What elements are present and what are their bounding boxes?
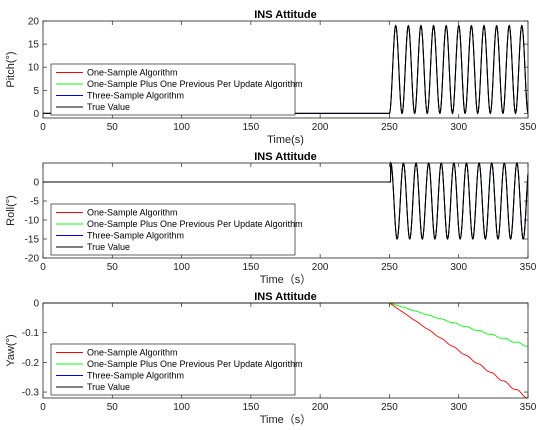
y-tick-label: 0 (33, 299, 39, 310)
y-tick-label: -0.2 (22, 358, 40, 369)
y-tick-label: -10 (25, 216, 40, 227)
legend-label: One-Sample Algorithm (87, 208, 178, 218)
legend-box (50, 63, 296, 116)
axes-box (42, 162, 529, 259)
x-tick-label: 0 (40, 402, 46, 413)
legend-label: One-Sample Plus One Previous Per Update … (87, 79, 303, 89)
legend-label: True Value (87, 242, 130, 252)
legend-label: One-Sample Plus One Previous Per Update … (87, 359, 303, 369)
y-tick-label: -15 (25, 235, 40, 246)
legend-label: One-Sample Plus One Previous Per Update … (87, 219, 303, 229)
y-tick-label: 0 (33, 109, 39, 120)
x-tick-label: 250 (381, 402, 398, 413)
chart-title: INS Attitude (254, 9, 317, 21)
x-tick-label: 150 (243, 262, 260, 273)
y-tick-label: -20 (25, 254, 40, 265)
legend-label: Three-Sample Algorithm (87, 371, 184, 381)
y-tick-label: 15 (28, 40, 40, 51)
chart-title: INS Attitude (254, 291, 317, 303)
axes-box (42, 302, 529, 399)
chart-title: INS Attitude (254, 151, 317, 163)
x-tick-label: 150 (243, 122, 260, 133)
x-tick-label: 250 (381, 262, 398, 273)
y-tick-label: 10 (28, 63, 40, 74)
x-tick-label: 150 (243, 402, 260, 413)
x-tick-label: 0 (40, 122, 46, 133)
x-tick-label: 200 (312, 402, 329, 413)
x-tick-label: 50 (107, 402, 119, 413)
x-tick-label: 300 (450, 122, 467, 133)
x-tick-label: 100 (173, 122, 190, 133)
y-tick-label: 5 (33, 86, 39, 97)
y-tick-label: 20 (28, 17, 40, 28)
panel-roll: 0 50 100 150 200 250 300 350 -20 -15 -10 -5 0 INS Att… (5, 151, 537, 286)
x-tick-label: 300 (450, 402, 467, 413)
x-tick-label: 350 (520, 402, 537, 413)
x-tick-label: 50 (107, 262, 119, 273)
x-tick-label: 0 (40, 262, 46, 273)
legend-label: One-Sample Algorithm (87, 68, 178, 78)
legend-label: Three-Sample Algorithm (87, 231, 184, 241)
x-axis-label: Time（s） (260, 413, 312, 426)
x-tick-label: 350 (520, 122, 537, 133)
legend-label: True Value (87, 102, 130, 112)
x-tick-label: 100 (173, 402, 190, 413)
legend-label: Three-Sample Algorithm (87, 91, 184, 101)
x-tick-label: 200 (312, 122, 329, 133)
x-tick-label: 350 (520, 262, 537, 273)
y-tick-label: 0 (33, 178, 39, 189)
x-tick-label: 300 (450, 262, 467, 273)
x-axis-label: Time(s) (267, 134, 304, 146)
y-axis-label: Yaw(°) (5, 334, 17, 366)
y-tick-label: -5 (30, 197, 39, 208)
x-tick-label: 250 (381, 122, 398, 133)
panel-yaw: 0 50 100 150 200 250 300 350 -0.3 -0.2 -0.1 0 INS At… (5, 291, 537, 426)
legend-label: True Value (87, 382, 130, 392)
panel-pitch: 0 50 100 150 200 250 300 350 0 5 10 15 20 INS Attitud… (5, 9, 537, 146)
y-tick-label: -0.3 (22, 388, 40, 399)
axes-box (42, 20, 529, 119)
legend-label: One-Sample Algorithm (87, 348, 178, 358)
legend-box (50, 343, 296, 396)
x-tick-label: 200 (312, 262, 329, 273)
y-axis-label: Roll(°) (5, 195, 17, 226)
x-axis-label: Time（s） (260, 273, 312, 286)
x-tick-label: 100 (173, 262, 190, 273)
x-tick-label: 50 (107, 122, 119, 133)
y-axis-label: Pitch(°) (5, 51, 17, 87)
series-line (43, 161, 529, 241)
legend-box (50, 203, 296, 256)
y-tick-label: -0.1 (22, 328, 40, 339)
